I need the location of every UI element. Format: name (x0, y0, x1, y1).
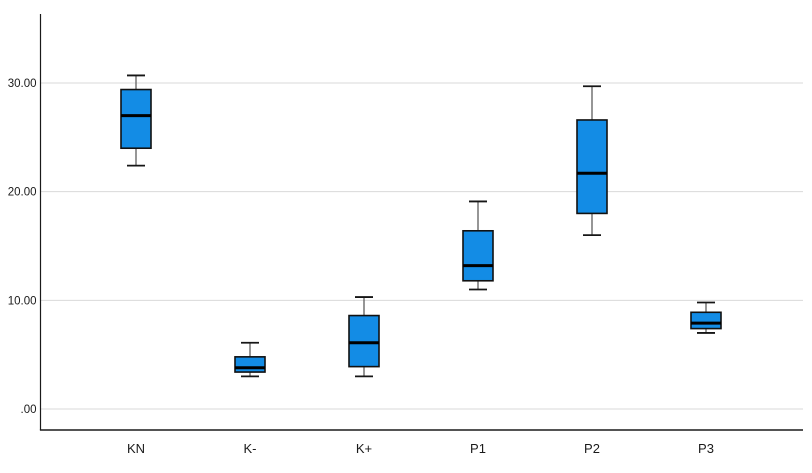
x-category-label: P3 (698, 441, 714, 456)
x-category-label: K- (244, 441, 257, 456)
x-category-label: KN (127, 441, 145, 456)
y-tick-label: 20.00 (8, 187, 37, 199)
box-rect (234, 356, 266, 373)
box-rect (462, 229, 494, 282)
x-category-label: K+ (356, 441, 372, 456)
y-tick-label: 10.00 (8, 295, 37, 307)
box-rect (576, 119, 608, 215)
box-rect (348, 314, 380, 368)
y-tick-label: 30.00 (8, 78, 37, 90)
box-rect (120, 88, 152, 150)
box-rect (690, 311, 722, 330)
x-category-label: P1 (470, 441, 486, 456)
x-category-label: P2 (584, 441, 600, 456)
y-tick-label: .00 (21, 404, 37, 416)
